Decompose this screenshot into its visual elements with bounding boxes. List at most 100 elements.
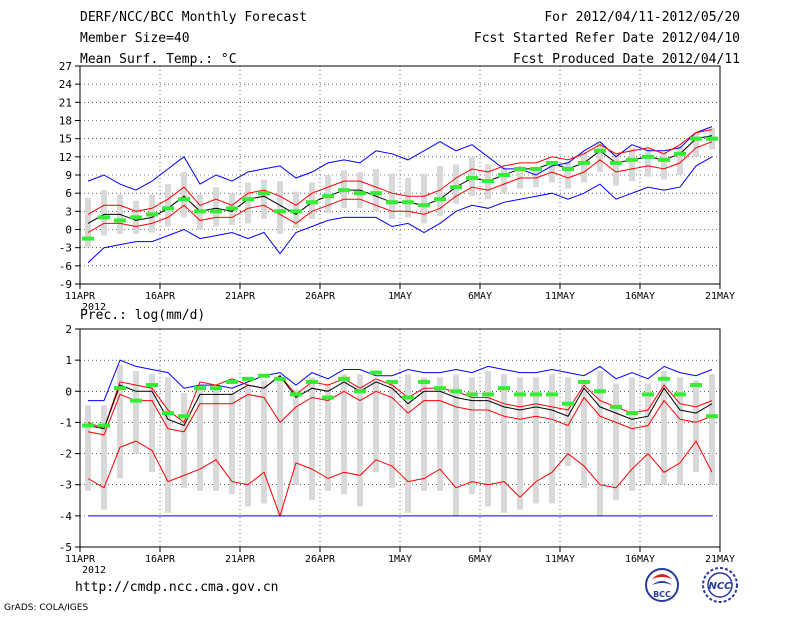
spread-box <box>245 386 251 507</box>
median-marker <box>546 160 558 165</box>
spread-box <box>437 165 443 216</box>
spread-box <box>501 374 507 513</box>
spread-box <box>661 371 667 485</box>
header-left: DERF/NCC/BCC Monthly Forecast Member Siz… <box>80 10 307 73</box>
y-tick-label: 24 <box>59 78 73 91</box>
spread-box <box>85 197 91 248</box>
spread-box <box>341 374 347 495</box>
median-marker <box>658 376 670 381</box>
x-tick-label: 21MAY <box>705 554 735 565</box>
median-marker <box>546 392 558 397</box>
spread-box <box>453 164 459 204</box>
spread-box <box>229 392 235 495</box>
spread-box <box>693 132 699 157</box>
median-marker <box>274 209 286 214</box>
median-marker <box>690 383 702 388</box>
median-marker <box>226 206 238 211</box>
spread-box <box>213 187 219 227</box>
x-tick-label: 11MAY <box>545 291 575 302</box>
median-marker <box>530 166 542 171</box>
spread-box <box>389 173 395 219</box>
median-marker <box>98 423 110 428</box>
median-marker <box>434 386 446 391</box>
y-tick-label: -3 <box>59 479 72 492</box>
median-marker <box>178 414 190 419</box>
y-tick-label: 2 <box>65 323 72 336</box>
series-line-lower <box>87 141 713 233</box>
source-url[interactable]: http://cmdp.ncc.cma.gov.cn <box>75 580 279 595</box>
median-marker <box>338 376 350 381</box>
median-marker <box>178 197 190 202</box>
spread-box <box>565 377 571 467</box>
median-marker <box>498 173 510 177</box>
median-marker <box>258 191 270 196</box>
spread-box <box>277 181 283 235</box>
x-tick-label: 16MAY <box>625 554 655 565</box>
spread-box <box>85 405 91 491</box>
median-marker <box>418 203 430 208</box>
y-tick-label: -4 <box>59 510 73 523</box>
variable-label: Mean Surf. Temp.: °C <box>80 52 237 67</box>
spread-box <box>581 152 587 183</box>
spread-box <box>613 155 619 186</box>
median-marker <box>354 191 366 196</box>
ncc-logo: NCC <box>702 567 738 603</box>
median-marker <box>210 386 222 391</box>
median-marker <box>434 197 446 202</box>
median-marker <box>578 379 590 384</box>
series-line-max <box>88 359 713 402</box>
median-marker <box>402 200 414 205</box>
median-marker <box>530 392 542 397</box>
series-line-mean <box>87 135 713 224</box>
spread-box <box>181 171 187 218</box>
median-marker <box>482 392 494 397</box>
median-marker <box>162 206 174 211</box>
spread-box <box>677 146 683 175</box>
x-tick-label: 1MAY <box>388 291 412 302</box>
median-marker <box>594 389 606 394</box>
spread-box <box>533 377 539 504</box>
median-marker <box>514 166 526 171</box>
median-marker <box>610 160 622 165</box>
chart-title: DERF/NCC/BCC Monthly Forecast <box>80 10 307 25</box>
y-tick-label: 0 <box>65 385 72 398</box>
spread-box <box>421 173 427 224</box>
x-tick-label: 6MAY <box>468 554 492 565</box>
y-tick-label: 18 <box>59 115 72 128</box>
y-tick-label: -5 <box>59 541 72 554</box>
median-marker <box>210 209 222 214</box>
median-marker <box>146 212 158 217</box>
spread-box <box>469 377 475 495</box>
bcc-logo: BCC <box>645 568 679 602</box>
spread-box <box>373 168 379 212</box>
spread-box <box>133 371 139 454</box>
spread-box <box>549 374 555 504</box>
median-marker <box>466 176 478 181</box>
spread-box <box>181 392 187 488</box>
series-line-min <box>87 156 713 264</box>
x-tick-label: 11APR <box>65 554 96 565</box>
median-marker <box>690 136 702 141</box>
median-marker <box>450 185 462 190</box>
spread-box <box>645 149 651 177</box>
x-tick-label: 21APR <box>225 291 256 302</box>
spread-box <box>197 389 203 491</box>
spread-box <box>485 371 491 507</box>
member-size: Member Size=40 <box>80 31 190 46</box>
y-tick-label: 9 <box>65 169 72 182</box>
forecast-period: For 2012/04/11-2012/05/20 <box>544 10 740 25</box>
median-marker <box>258 373 270 378</box>
spread-box <box>261 179 267 219</box>
precip-title: Prec.: log(mm/d) <box>80 308 206 323</box>
spread-box <box>261 380 267 504</box>
y-tick-label: 15 <box>59 133 72 146</box>
series-line-lower10 <box>87 440 713 518</box>
x-tick-label: 26APR <box>305 291 336 302</box>
spread-box <box>501 167 507 194</box>
y-tick-label: -6 <box>59 260 72 273</box>
median-marker <box>610 404 622 409</box>
median-marker <box>658 157 670 162</box>
median-marker <box>274 376 286 381</box>
y-tick-label: 3 <box>65 205 72 218</box>
